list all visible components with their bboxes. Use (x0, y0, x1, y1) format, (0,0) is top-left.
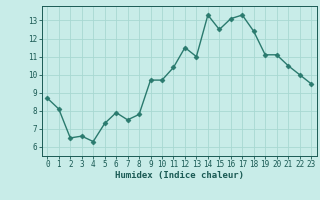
X-axis label: Humidex (Indice chaleur): Humidex (Indice chaleur) (115, 171, 244, 180)
